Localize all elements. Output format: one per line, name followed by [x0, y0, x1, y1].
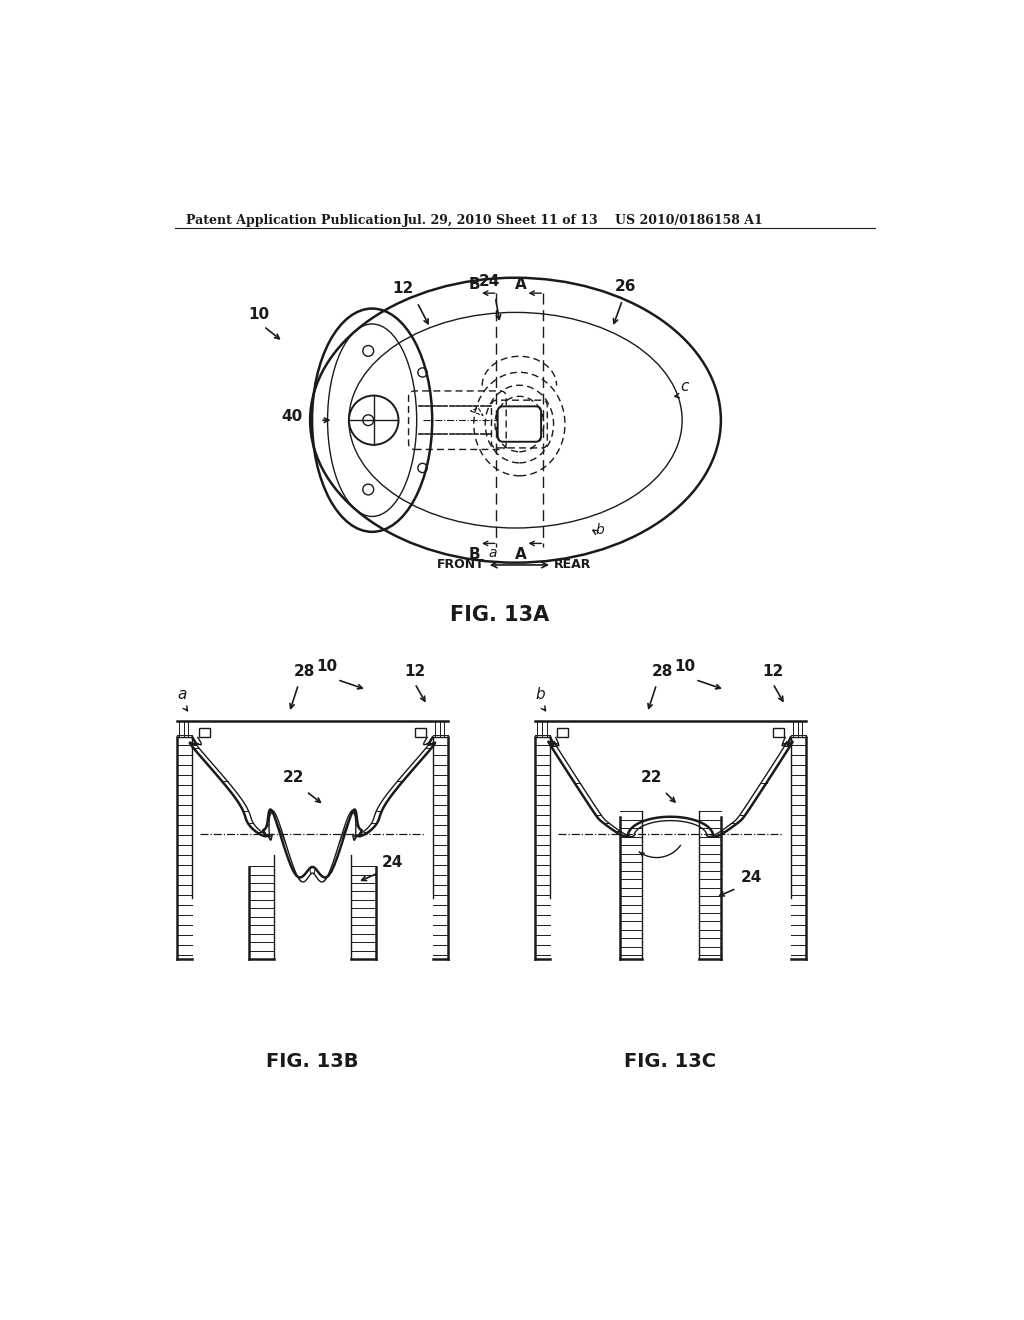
Text: FIG. 13B: FIG. 13B	[266, 1052, 358, 1071]
Text: a: a	[488, 545, 497, 560]
Text: 22: 22	[283, 770, 304, 785]
Text: A: A	[515, 277, 526, 293]
Text: 24: 24	[740, 870, 762, 886]
Text: 24: 24	[382, 855, 403, 870]
Text: 10: 10	[674, 659, 695, 675]
Bar	[415, 729, 426, 738]
Text: 28: 28	[294, 664, 315, 678]
Text: Jul. 29, 2010: Jul. 29, 2010	[403, 214, 493, 227]
Text: REAR: REAR	[554, 558, 592, 572]
Text: A: A	[515, 548, 526, 562]
Text: 10: 10	[315, 659, 337, 675]
Text: US 2010/0186158 A1: US 2010/0186158 A1	[614, 214, 763, 227]
Text: B: B	[469, 548, 480, 562]
Text: FIG. 13A: FIG. 13A	[451, 605, 550, 624]
Text: Patent Application Publication: Patent Application Publication	[186, 214, 401, 227]
Bar	[200, 729, 210, 738]
Text: 26: 26	[614, 279, 636, 294]
Text: B: B	[469, 277, 480, 293]
Text: 12: 12	[762, 664, 783, 678]
Text: 10: 10	[248, 306, 269, 322]
Text: Sheet 11 of 13: Sheet 11 of 13	[496, 214, 598, 227]
Text: b: b	[596, 523, 604, 537]
Text: 12: 12	[403, 664, 425, 678]
Text: 24: 24	[479, 275, 501, 289]
Text: 40: 40	[282, 409, 302, 424]
Text: c: c	[680, 379, 688, 393]
Text: FIG. 13C: FIG. 13C	[625, 1052, 717, 1071]
Bar	[557, 729, 568, 738]
Text: a: a	[177, 686, 187, 702]
Bar	[773, 729, 783, 738]
Text: 22: 22	[640, 770, 662, 785]
Text: 28: 28	[652, 664, 674, 678]
Text: 12: 12	[392, 281, 414, 296]
Text: FRONT: FRONT	[437, 558, 484, 572]
Text: b: b	[536, 686, 545, 702]
